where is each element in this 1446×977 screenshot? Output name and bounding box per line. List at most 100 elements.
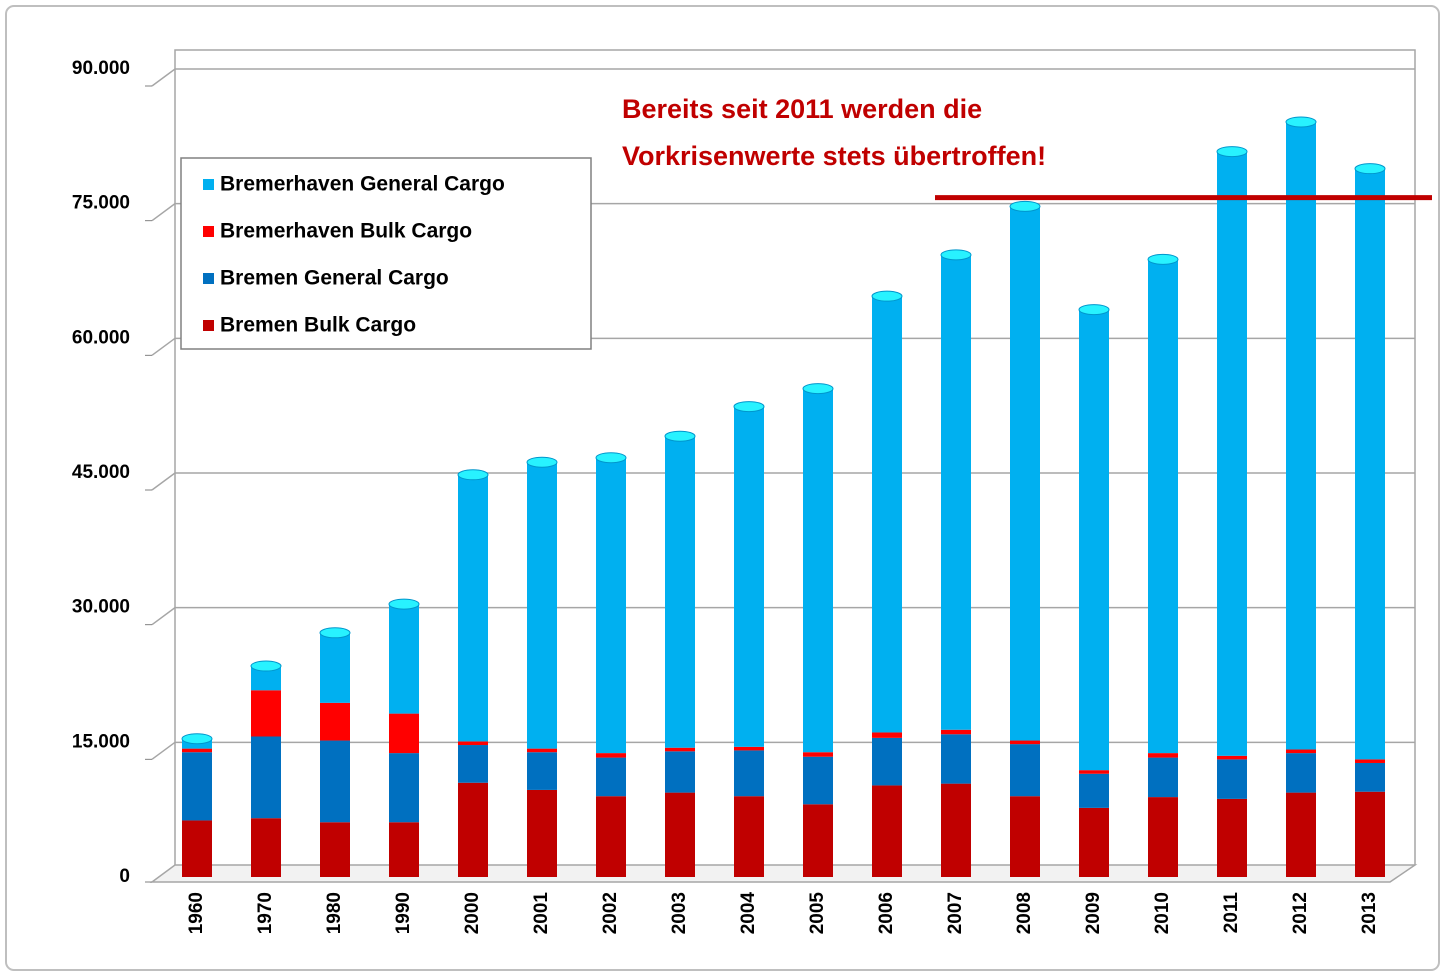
bar-segment — [1217, 755, 1247, 760]
bar-segment — [389, 713, 419, 754]
x-tick-label: 2002 — [600, 892, 621, 934]
bar-top — [181, 733, 213, 745]
bar-top — [1216, 146, 1248, 158]
bar-top — [1078, 304, 1110, 316]
x-tick-label: 2011 — [1221, 892, 1242, 934]
bar-segment — [803, 388, 833, 753]
x-tick-label: 2009 — [1083, 892, 1104, 934]
bar-segment — [803, 752, 833, 757]
bar-segment — [458, 741, 488, 746]
bar-segment — [320, 632, 350, 703]
bar-segment — [734, 750, 764, 797]
legend-box — [180, 157, 592, 350]
bar-segment — [1286, 749, 1316, 754]
grid-line — [151, 68, 1415, 87]
grid-line — [151, 606, 1415, 626]
y-tick-label: 30.000 — [72, 597, 130, 618]
bar-segment — [872, 296, 902, 733]
bar-segment — [596, 757, 626, 797]
bar-segment — [1355, 791, 1385, 877]
bar-top — [526, 456, 558, 468]
bar-segment — [1079, 807, 1109, 877]
legend: Bremen Bulk Cargo Bremen General Cargo Bre… — [180, 157, 592, 350]
bar-segment — [941, 729, 971, 735]
bar-segment — [389, 822, 419, 877]
bar-top — [733, 401, 765, 413]
bar-segment — [389, 604, 419, 714]
bar-segment — [1079, 773, 1109, 808]
bar-segment — [1217, 759, 1247, 799]
bar-segment — [872, 732, 902, 738]
bar-segment — [872, 737, 902, 786]
bar-segment — [1355, 759, 1385, 763]
x-tick-label: 1990 — [393, 892, 414, 934]
bar-top — [1285, 116, 1317, 128]
bar-segment — [320, 740, 350, 823]
bar-segment — [527, 752, 557, 790]
y-tick-label: 45.000 — [72, 462, 130, 483]
bar-segment — [665, 436, 695, 748]
bar-segment — [734, 406, 764, 747]
bar-segment — [458, 474, 488, 742]
x-tick-label: 1960 — [186, 892, 207, 934]
bar-segment — [734, 746, 764, 751]
x-tick-label: 2012 — [1290, 892, 1311, 934]
legend-label: Bremen Bulk Cargo — [220, 314, 416, 337]
bar-segment — [182, 752, 212, 821]
bar-segment — [665, 747, 695, 752]
bar-segment — [734, 796, 764, 877]
bar-segment — [458, 782, 488, 877]
x-tick-label: 2001 — [531, 892, 552, 935]
y-tick-label: 75.000 — [72, 193, 130, 214]
bar-segment — [320, 822, 350, 877]
x-tick-label: 2010 — [1152, 892, 1173, 934]
grid-line — [151, 202, 1415, 222]
bar-segment — [1148, 757, 1178, 798]
x-tick-label: 1980 — [324, 892, 345, 934]
bar-segment — [320, 702, 350, 741]
bar-segment — [458, 745, 488, 783]
grid-line — [151, 337, 1415, 356]
bar-segment — [1286, 121, 1316, 750]
bar-segment — [1217, 151, 1247, 756]
bar-segment — [1286, 753, 1316, 793]
x-tick-label: 2005 — [807, 892, 828, 935]
bar-top — [802, 383, 834, 395]
legend-label: Bremen General Cargo — [220, 267, 449, 290]
bar-segment — [251, 736, 281, 819]
bar-top — [1354, 163, 1386, 175]
y-tick-label: 90.000 — [72, 58, 130, 79]
bar-segment — [803, 804, 833, 877]
bar-top — [664, 430, 696, 442]
bar-top — [1147, 253, 1179, 265]
x-tick-label: 2006 — [876, 892, 897, 934]
legend-swatch — [203, 226, 214, 237]
x-tick-label: 1970 — [255, 892, 276, 934]
bar-segment — [251, 690, 281, 737]
plot: 0 15.000 30.000 45.000 60.000 75.000 90.000 196… — [72, 58, 1432, 934]
bar-segment — [1355, 168, 1385, 760]
bar-segment — [182, 820, 212, 877]
y-tick-label: 60.000 — [72, 327, 130, 348]
bar-segment — [1010, 740, 1040, 745]
bar-segment — [527, 748, 557, 753]
x-tick-label: 2008 — [1014, 892, 1035, 934]
bar-top — [388, 598, 420, 610]
bar-segment — [665, 792, 695, 877]
bar-top — [871, 290, 903, 302]
bar-top — [250, 660, 282, 672]
x-tick-label: 2003 — [669, 892, 690, 934]
bar-segment — [182, 748, 212, 753]
bar-segment — [251, 818, 281, 877]
grid-line — [151, 472, 1415, 491]
legend-label: Bremerhaven General Cargo — [220, 173, 505, 196]
x-tick-label: 2000 — [462, 892, 483, 934]
x-tick-label: 2007 — [945, 892, 966, 934]
bar-top — [940, 249, 972, 261]
bar-segment — [1010, 744, 1040, 797]
bar-top — [457, 469, 489, 481]
bar-segment — [1079, 309, 1109, 771]
bar-segment — [665, 751, 695, 793]
bar-segment — [1010, 796, 1040, 877]
